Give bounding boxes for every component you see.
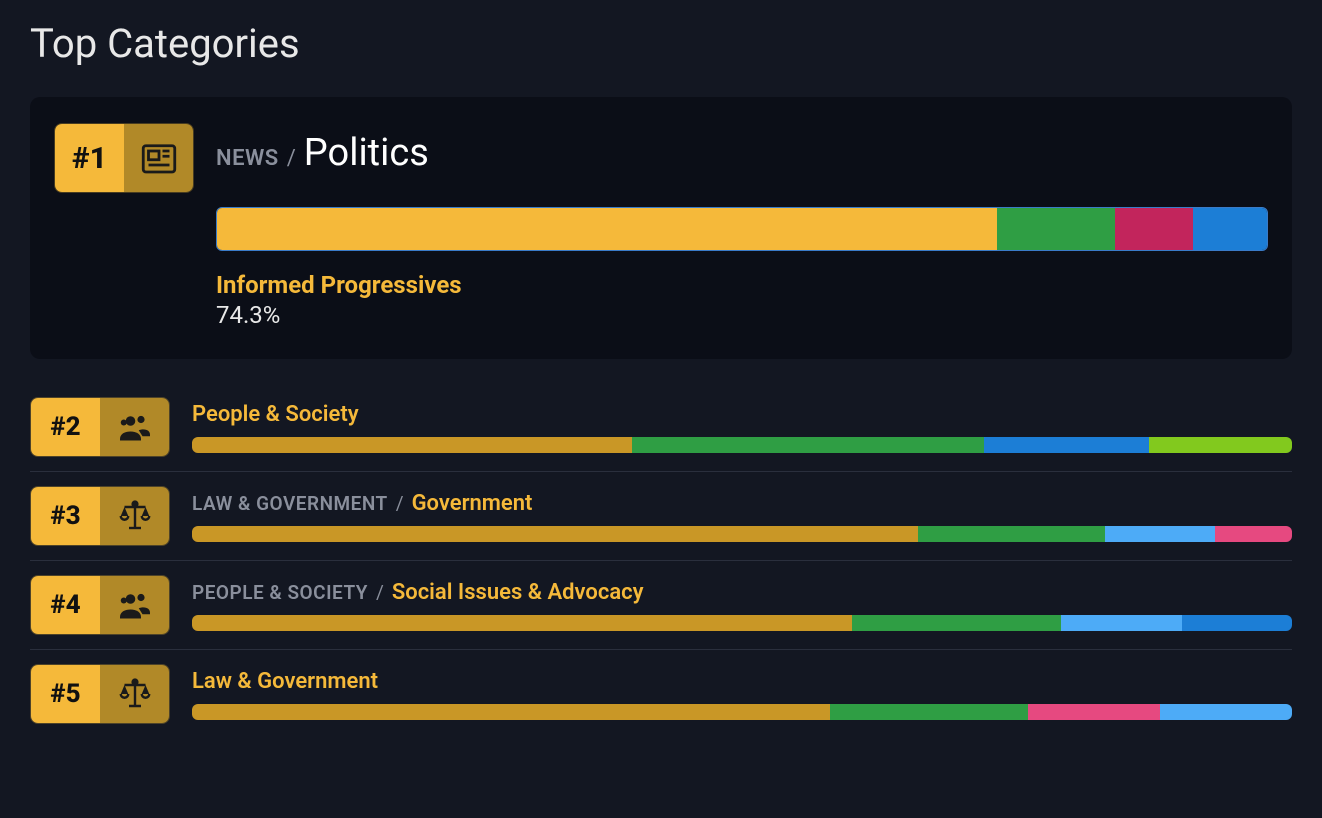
bar-segment [918,526,1105,542]
parent-category: LAW & GOVERNMENT [192,492,388,515]
scales-icon [100,665,169,723]
breadcrumb-separator: / [376,581,384,604]
bar-segment [997,208,1115,250]
category-title: Law & Government [192,669,1292,694]
bar-segment [192,704,830,720]
bar-segment [830,704,1028,720]
newspaper-icon [124,124,193,192]
highlight-value: 74.3% [216,301,1268,329]
rank-badge: #5 [30,664,170,724]
category-row[interactable]: #3 LAW & GOVERNMENT / Government [30,472,1292,561]
bar-segment [852,615,1061,631]
category-title: NEWS / Politics [216,131,1268,175]
rank-badge: #3 [30,486,170,546]
category-name: People & Society [192,402,359,427]
bar-segment [1215,526,1292,542]
category-title: PEOPLE & SOCIETY / Social Issues & Advocac… [192,580,1292,605]
bar-segment [1115,208,1194,250]
rank-badge: #1 [54,123,194,193]
category-name: Law & Government [192,669,378,694]
bar-segment [1149,437,1292,453]
category-name: Social Issues & Advocacy [392,580,644,605]
rank-number: #2 [31,398,100,456]
bar-segment [1061,615,1182,631]
distribution-bar [192,526,1292,542]
highlight-label: Informed Progressives [216,271,1268,299]
rank-number: #3 [31,487,100,545]
category-title: LAW & GOVERNMENT / Government [192,491,1292,516]
scales-icon [100,487,169,545]
category-name: Government [412,491,533,516]
bar-segment [192,437,632,453]
users-icon [100,398,169,456]
breadcrumb-separator: / [287,146,296,171]
bar-segment [632,437,984,453]
rank-badge: #4 [30,575,170,635]
rank-number: #1 [55,124,124,192]
distribution-bar [192,437,1292,453]
users-icon [100,576,169,634]
bar-segment [192,615,852,631]
rank-badge: #2 [30,397,170,457]
bar-segment [1105,526,1215,542]
distribution-bar [192,615,1292,631]
bar-segment [1028,704,1160,720]
category-row[interactable]: #4 PEOPLE & SOCIETY / Social Issues & Advo… [30,561,1292,650]
rank-number: #4 [31,576,100,634]
bar-segment [984,437,1149,453]
category-row[interactable]: #2 People & Society [30,383,1292,472]
category-list: #2 People & Society #3 LAW & GOVERNMENT / G… [30,383,1292,724]
featured-category-card: #1 NEWS / Politics Informed Progressives… [30,97,1292,359]
breadcrumb-separator: / [396,492,404,515]
bar-segment [1193,208,1267,250]
bar-segment [1182,615,1292,631]
highlight-meta: Informed Progressives 74.3% [216,271,1268,329]
distribution-bar [216,207,1268,251]
distribution-bar [192,704,1292,720]
bar-segment [217,208,997,250]
rank-number: #5 [31,665,100,723]
parent-category: PEOPLE & SOCIETY [192,581,368,604]
parent-category: NEWS [216,146,279,171]
category-name: Politics [304,131,429,175]
bar-segment [192,526,918,542]
category-row[interactable]: #5 Law & Government [30,650,1292,724]
page-title: Top Categories [30,20,1292,67]
category-title: People & Society [192,402,1292,427]
bar-segment [1160,704,1292,720]
